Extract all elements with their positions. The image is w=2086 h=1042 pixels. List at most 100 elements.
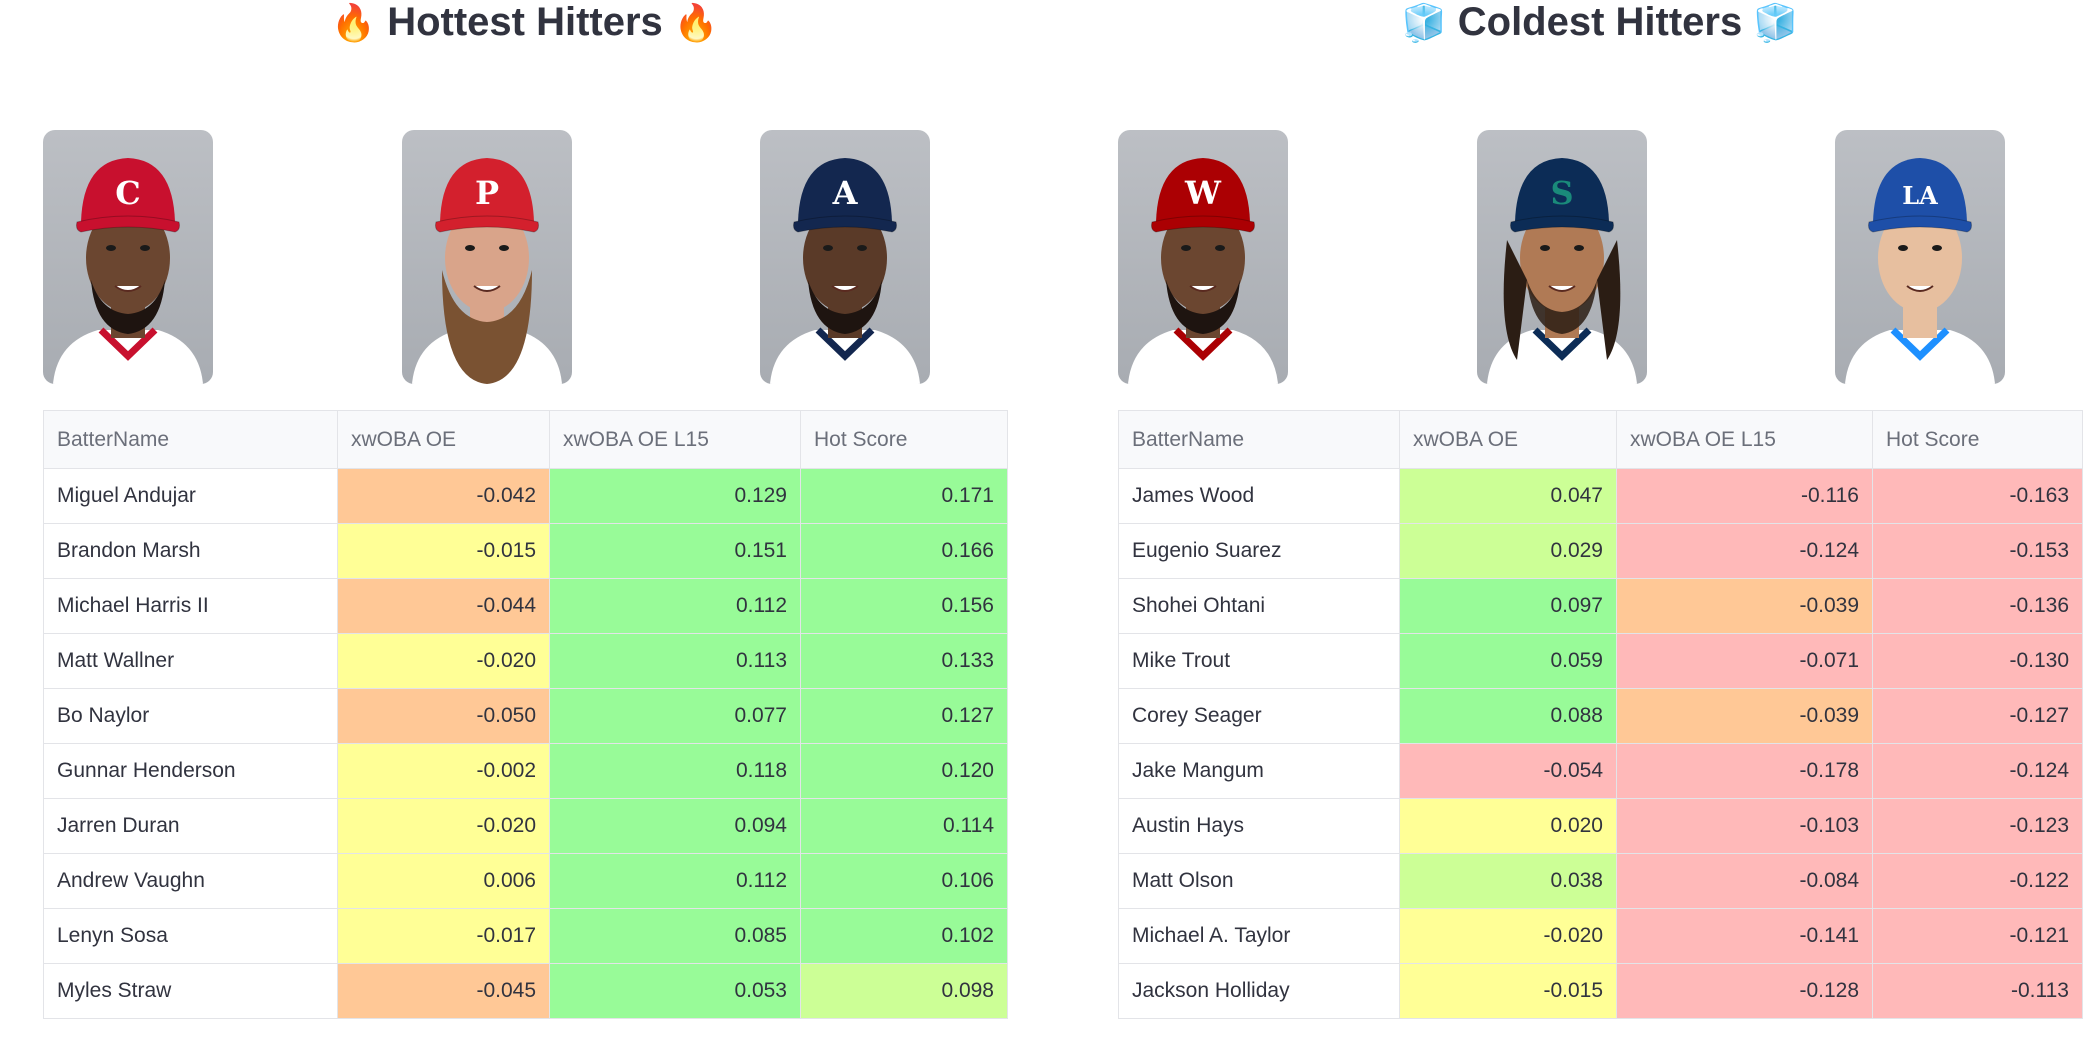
table-row: Michael Harris II -0.044 0.112 0.156 bbox=[43, 578, 1008, 634]
coldest-hitters-title-text: Coldest Hitters bbox=[1457, 0, 1743, 44]
xwoba-oe-l15-cell: -0.128 bbox=[1616, 963, 1873, 1019]
xwoba-oe-l15-cell: 0.053 bbox=[549, 963, 801, 1019]
table-row: Mike Trout 0.059 -0.071 -0.130 bbox=[1118, 633, 2083, 689]
hot-score-cell: 0.166 bbox=[800, 523, 1008, 579]
hot-score-cell: 0.133 bbox=[800, 633, 1008, 689]
hot-score-cell: -0.123 bbox=[1872, 798, 2083, 854]
column-header-hot-score[interactable]: Hot Score bbox=[800, 410, 1008, 469]
hot-score-cell: 0.127 bbox=[800, 688, 1008, 744]
xwoba-oe-cell: -0.020 bbox=[337, 633, 550, 689]
xwoba-oe-l15-cell: 0.112 bbox=[549, 853, 801, 909]
column-header-batter-name[interactable]: BatterName bbox=[43, 410, 338, 469]
player-headshot: A bbox=[760, 130, 930, 384]
xwoba-oe-l15-cell: -0.116 bbox=[1616, 468, 1873, 524]
table-row: Andrew Vaughn 0.006 0.112 0.106 bbox=[43, 853, 1008, 909]
hottest-hitters-panel: 🔥 Hottest Hitters 🔥 C P A BatterName xwO… bbox=[43, 0, 1008, 1019]
column-header-hot-score[interactable]: Hot Score bbox=[1872, 410, 2083, 469]
xwoba-oe-cell: 0.029 bbox=[1399, 523, 1617, 579]
hot-score-cell: 0.098 bbox=[800, 963, 1008, 1019]
table-row: Brandon Marsh -0.015 0.151 0.166 bbox=[43, 523, 1008, 579]
player-silhouette: P bbox=[412, 158, 562, 384]
svg-text:S: S bbox=[1550, 174, 1573, 212]
table-row: Bo Naylor -0.050 0.077 0.127 bbox=[43, 688, 1008, 744]
table-row: Myles Straw -0.045 0.053 0.098 bbox=[43, 963, 1008, 1019]
player-silhouette: W bbox=[1128, 158, 1278, 384]
table-row: Miguel Andujar -0.042 0.129 0.171 bbox=[43, 468, 1008, 524]
player-silhouette: A bbox=[770, 158, 920, 384]
column-header-batter-name[interactable]: BatterName bbox=[1118, 410, 1400, 469]
xwoba-oe-cell: 0.097 bbox=[1399, 578, 1617, 634]
batter-name-cell: Matt Olson bbox=[1118, 853, 1400, 909]
hot-score-cell: 0.171 bbox=[800, 468, 1008, 524]
xwoba-oe-l15-cell: 0.112 bbox=[549, 578, 801, 634]
batter-name-cell: Shohei Ohtani bbox=[1118, 578, 1400, 634]
batter-name-cell: Jarren Duran bbox=[43, 798, 338, 854]
hot-score-cell: -0.153 bbox=[1872, 523, 2083, 579]
player-headshot: W bbox=[1118, 130, 1288, 384]
batter-name-cell: Myles Straw bbox=[43, 963, 338, 1019]
xwoba-oe-cell: 0.038 bbox=[1399, 853, 1617, 909]
xwoba-oe-cell: 0.006 bbox=[337, 853, 550, 909]
cold-table-body: James Wood 0.047 -0.116 -0.163 Eugenio Suare… bbox=[1118, 468, 2083, 1019]
hot-score-cell: 0.102 bbox=[800, 908, 1008, 964]
xwoba-oe-cell: -0.020 bbox=[337, 798, 550, 854]
coldest-hitters-panel: 🧊 Coldest Hitters 🧊 W S LA BatterName xw… bbox=[1118, 0, 2083, 1019]
player-headshot: P bbox=[402, 130, 572, 384]
hottest-hitters-title-text: Hottest Hitters bbox=[387, 0, 663, 44]
player-headshot: C bbox=[43, 130, 213, 384]
coldest-hitters-table: BatterName xwOBA OE xwOBA OE L15 Hot Sco… bbox=[1118, 410, 2083, 1019]
player-silhouette: C bbox=[53, 158, 203, 384]
hot-score-cell: 0.156 bbox=[800, 578, 1008, 634]
xwoba-oe-cell: -0.054 bbox=[1399, 743, 1617, 799]
player-headshot: LA bbox=[1835, 130, 2005, 384]
batter-name-cell: Michael Harris II bbox=[43, 578, 338, 634]
xwoba-oe-cell: -0.045 bbox=[337, 963, 550, 1019]
hot-score-cell: -0.127 bbox=[1872, 688, 2083, 744]
hot-score-cell: -0.130 bbox=[1872, 633, 2083, 689]
xwoba-oe-cell: -0.017 bbox=[337, 908, 550, 964]
xwoba-oe-l15-cell: 0.113 bbox=[549, 633, 801, 689]
xwoba-oe-cell: -0.050 bbox=[337, 688, 550, 744]
xwoba-oe-l15-cell: -0.071 bbox=[1616, 633, 1873, 689]
ice-cube-icon: 🧊 bbox=[1401, 3, 1447, 44]
table-row: Shohei Ohtani 0.097 -0.039 -0.136 bbox=[1118, 578, 2083, 634]
xwoba-oe-cell: -0.042 bbox=[337, 468, 550, 524]
batter-name-cell: Gunnar Henderson bbox=[43, 743, 338, 799]
coldest-hitters-title: 🧊 Coldest Hitters 🧊 bbox=[1118, 0, 2082, 46]
hot-score-cell: -0.121 bbox=[1872, 908, 2083, 964]
batter-name-cell: Andrew Vaughn bbox=[43, 853, 338, 909]
xwoba-oe-l15-cell: -0.103 bbox=[1616, 798, 1873, 854]
batter-name-cell: James Wood bbox=[1118, 468, 1400, 524]
svg-text:A: A bbox=[832, 174, 859, 212]
xwoba-oe-l15-cell: 0.129 bbox=[549, 468, 801, 524]
column-header-xwoba-oe-l15[interactable]: xwOBA OE L15 bbox=[1616, 410, 1873, 469]
table-row: Michael A. Taylor -0.020 -0.141 -0.121 bbox=[1118, 908, 2083, 964]
xwoba-oe-cell: -0.044 bbox=[337, 578, 550, 634]
table-row: James Wood 0.047 -0.116 -0.163 bbox=[1118, 468, 2083, 524]
hottest-hitters-table: BatterName xwOBA OE xwOBA OE L15 Hot Sco… bbox=[43, 410, 1008, 1019]
column-header-xwoba-oe[interactable]: xwOBA OE bbox=[1399, 410, 1617, 469]
table-row: Jarren Duran -0.020 0.094 0.114 bbox=[43, 798, 1008, 854]
player-headshot: S bbox=[1477, 130, 1647, 384]
column-header-xwoba-oe-l15[interactable]: xwOBA OE L15 bbox=[549, 410, 801, 469]
hot-table-body: Miguel Andujar -0.042 0.129 0.171 Brandon Ma… bbox=[43, 468, 1008, 1019]
cold-player-photos: W S LA bbox=[1118, 130, 2082, 384]
hot-score-cell: 0.120 bbox=[800, 743, 1008, 799]
table-header-row: BatterName xwOBA OE xwOBA OE L15 Hot Sco… bbox=[1118, 410, 2083, 469]
batter-name-cell: Bo Naylor bbox=[43, 688, 338, 744]
xwoba-oe-l15-cell: -0.141 bbox=[1616, 908, 1873, 964]
hot-score-cell: -0.136 bbox=[1872, 578, 2083, 634]
xwoba-oe-cell: -0.020 bbox=[1399, 908, 1617, 964]
table-row: Jackson Holliday -0.015 -0.128 -0.113 bbox=[1118, 963, 2083, 1019]
batter-name-cell: Lenyn Sosa bbox=[43, 908, 338, 964]
player-silhouette: S bbox=[1487, 158, 1637, 384]
table-row: Eugenio Suarez 0.029 -0.124 -0.153 bbox=[1118, 523, 2083, 579]
svg-text:LA: LA bbox=[1902, 181, 1938, 210]
column-header-xwoba-oe[interactable]: xwOBA OE bbox=[337, 410, 550, 469]
xwoba-oe-cell: -0.015 bbox=[1399, 963, 1617, 1019]
xwoba-oe-l15-cell: -0.039 bbox=[1616, 578, 1873, 634]
xwoba-oe-l15-cell: -0.084 bbox=[1616, 853, 1873, 909]
hot-player-photos: C P A bbox=[43, 130, 1007, 384]
xwoba-oe-l15-cell: 0.077 bbox=[549, 688, 801, 744]
xwoba-oe-cell: 0.059 bbox=[1399, 633, 1617, 689]
